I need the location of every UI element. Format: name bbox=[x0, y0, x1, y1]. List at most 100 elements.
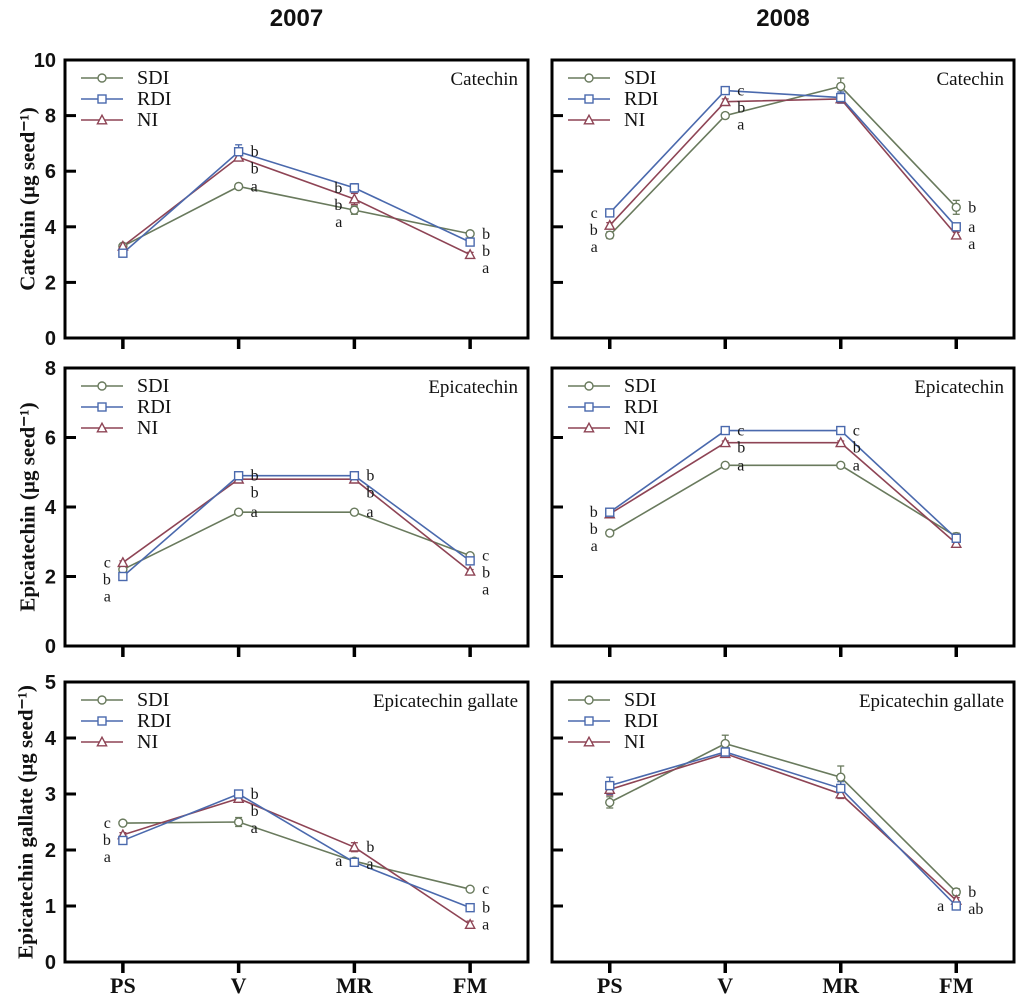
series-line-ni bbox=[122, 156, 471, 256]
data-point-rdi bbox=[720, 425, 730, 436]
legend-marker-rdi bbox=[97, 402, 107, 412]
legend-label: RDI bbox=[624, 710, 658, 732]
y-tick-label: 6 bbox=[45, 428, 56, 450]
panel-label: Epicatechin gallate bbox=[859, 691, 1004, 712]
sig-letter: b bbox=[968, 884, 976, 901]
data-point-ni bbox=[348, 192, 361, 204]
legend-item-ni: NI bbox=[568, 109, 645, 131]
data-point-ni bbox=[950, 537, 963, 548]
legend-label: NI bbox=[137, 731, 158, 753]
legend-item-ni: NI bbox=[568, 417, 645, 439]
data-point-ni bbox=[117, 556, 129, 568]
sig-letter: c bbox=[737, 83, 744, 100]
legend-marker-sdi bbox=[584, 381, 594, 391]
data-point-sdi bbox=[118, 818, 128, 828]
column-title-2007: 2007 bbox=[269, 5, 324, 32]
data-point-rdi bbox=[720, 85, 730, 96]
series-line-ni bbox=[122, 797, 471, 926]
sig-letter: a bbox=[591, 239, 598, 256]
x-tick-label: V bbox=[231, 973, 247, 996]
sig-letter: b bbox=[103, 832, 111, 849]
series-line-ni bbox=[609, 441, 957, 545]
plot-border bbox=[63, 58, 530, 340]
series-line-sdi bbox=[122, 511, 471, 571]
series-line-ni bbox=[122, 478, 471, 572]
sig-letter: a bbox=[104, 589, 111, 606]
data-point-sdi bbox=[605, 528, 615, 538]
series-line-ni bbox=[609, 98, 957, 236]
data-point-rdi bbox=[349, 183, 360, 193]
data-point-rdi bbox=[720, 747, 730, 757]
panel-label: Catechin bbox=[450, 69, 518, 90]
data-point-ni bbox=[232, 151, 245, 162]
y-tick-label: 8 bbox=[45, 358, 56, 380]
data-point-sdi bbox=[605, 230, 615, 240]
legend-label: RDI bbox=[624, 88, 658, 110]
legend-label: NI bbox=[137, 417, 158, 439]
plot-border bbox=[550, 680, 1016, 964]
series-line-sdi bbox=[609, 85, 957, 236]
sig-letter: b bbox=[251, 485, 259, 502]
plot-border bbox=[550, 366, 1016, 648]
sig-letter: a bbox=[366, 856, 373, 873]
sig-letter: b bbox=[482, 900, 490, 917]
y-tick-label: 4 bbox=[45, 217, 57, 239]
series-line-sdi bbox=[122, 185, 471, 247]
x-tick-label: MR bbox=[336, 973, 374, 996]
y-tick-label: 0 bbox=[45, 636, 56, 658]
data-point-rdi bbox=[836, 425, 846, 436]
sig-letter: a bbox=[251, 504, 258, 521]
data-point-sdi bbox=[836, 81, 846, 92]
column-title-2008: 2008 bbox=[756, 5, 810, 32]
data-point-ni bbox=[719, 95, 732, 107]
legend-marker-ni bbox=[583, 421, 595, 433]
legend-item-sdi: SDI bbox=[81, 689, 169, 711]
legend-item-sdi: SDI bbox=[81, 375, 169, 397]
sig-letter: b bbox=[251, 161, 259, 178]
panel-label: Epicatechin gallate bbox=[373, 691, 518, 712]
sig-letter: b bbox=[482, 243, 490, 260]
sig-letter: a bbox=[251, 178, 258, 195]
sig-letter: b bbox=[366, 839, 374, 856]
legend-item-rdi: RDI bbox=[81, 710, 171, 732]
legend-label: SDI bbox=[624, 689, 656, 711]
sig-letter: a bbox=[366, 504, 373, 521]
sig-letter: b bbox=[482, 226, 490, 243]
sig-letter: a bbox=[968, 236, 975, 253]
legend-marker-rdi bbox=[584, 94, 594, 104]
sig-letter: a bbox=[482, 582, 489, 599]
data-point-sdi bbox=[233, 181, 244, 192]
data-point-rdi bbox=[836, 92, 846, 103]
legend-item-ni: NI bbox=[81, 109, 158, 131]
data-point-ni bbox=[464, 565, 476, 576]
legend-label: RDI bbox=[137, 710, 171, 732]
legend-label: NI bbox=[624, 417, 645, 439]
legend-marker-ni bbox=[583, 113, 595, 125]
legend-item-rdi: RDI bbox=[81, 396, 171, 418]
data-point-sdi bbox=[233, 507, 244, 517]
data-point-sdi bbox=[720, 460, 730, 470]
legend-label: RDI bbox=[137, 396, 171, 418]
y-tick-label: 2 bbox=[45, 840, 56, 862]
sig-letter: b bbox=[334, 180, 342, 197]
legend-label: NI bbox=[137, 109, 158, 131]
data-point-ni bbox=[719, 436, 732, 448]
sig-letter: b bbox=[251, 786, 259, 803]
legend-marker-ni bbox=[583, 735, 595, 747]
series-line-sdi bbox=[609, 464, 957, 538]
data-point-rdi bbox=[118, 248, 128, 258]
data-point-rdi bbox=[605, 208, 615, 218]
data-point-sdi bbox=[465, 229, 475, 239]
sig-letter: a bbox=[335, 853, 342, 870]
data-point-rdi bbox=[349, 857, 360, 868]
y-tick-label: 6 bbox=[45, 161, 56, 183]
legend-item-rdi: RDI bbox=[81, 88, 171, 110]
data-point-rdi bbox=[233, 789, 244, 799]
y-tick-label: 5 bbox=[45, 672, 56, 694]
sig-letter: b bbox=[482, 565, 490, 582]
